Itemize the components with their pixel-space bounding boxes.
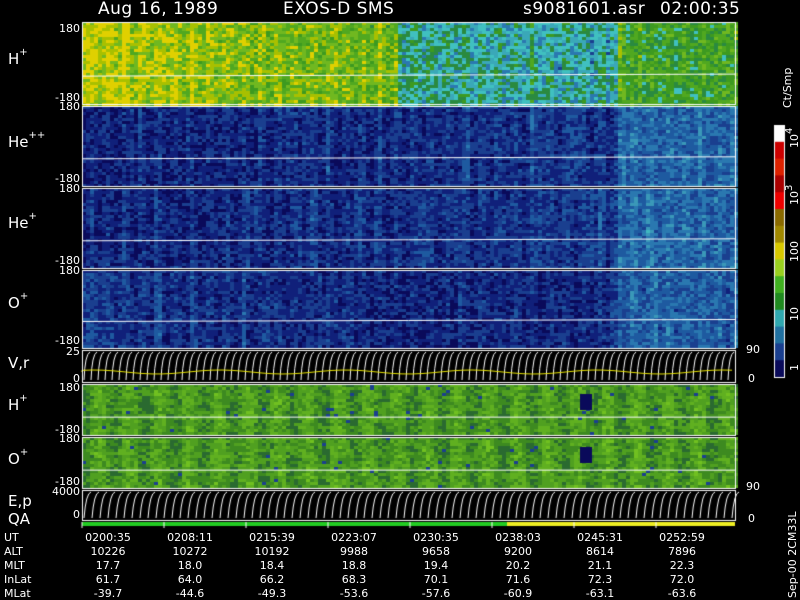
mlt-value: 20.2 [505, 559, 531, 572]
ytick-top: 180 [59, 264, 80, 277]
colorbar-tick: 100 [788, 241, 800, 262]
ytick-top: 4000 [52, 485, 80, 498]
mlt-value: 18.8 [341, 559, 367, 572]
right-tick-bottom: 0 [748, 512, 755, 525]
mlt-value: 18.0 [177, 559, 203, 572]
mlat-value: -60.9 [503, 587, 533, 600]
row-label: UT [4, 531, 19, 544]
inlat-value: 72.3 [587, 573, 613, 586]
ytick-top: 180 [59, 22, 80, 35]
alt-value: 9658 [422, 545, 450, 558]
inlat-value: 68.3 [341, 573, 367, 586]
ytick-top: 180 [59, 432, 80, 445]
alt-value: 7896 [668, 545, 696, 558]
ytick-bottom: -180 [55, 334, 80, 347]
mlat-value: -57.6 [421, 587, 451, 600]
table-row: InLat 61.7 64.0 66.2 68.3 70.1 71.6 72.3… [0, 573, 800, 586]
ytick-bottom: -180 [55, 172, 80, 185]
ytick-top: 180 [59, 381, 80, 394]
alt-value: 8614 [586, 545, 614, 558]
ut-value: 0230:35 [413, 531, 459, 544]
ut-value: 0223:07 [331, 531, 377, 544]
ytick-top: 25 [66, 345, 80, 358]
ytick-bottom: -180 [55, 423, 80, 436]
colorbar-tick: 1 [788, 364, 800, 371]
ytick-top: 180 [59, 182, 80, 195]
table-row: ALT 10226 10272 10192 9988 9658 9200 861… [0, 545, 800, 558]
mlat-value: -63.6 [667, 587, 697, 600]
alt-value: 9200 [504, 545, 532, 558]
alt-value: 10192 [254, 545, 290, 558]
inlat-value: 70.1 [423, 573, 449, 586]
panel-label-o-plus: O+ [8, 291, 29, 312]
panel-label-vr: V,r [8, 354, 30, 372]
alt-value: 10226 [90, 545, 126, 558]
ytick-bottom: 0 [73, 372, 80, 385]
panel-label-h-plus-low: H+ [8, 393, 28, 414]
colorbar-unit: Ct/Smp [781, 67, 794, 108]
inlat-value: 71.6 [505, 573, 531, 586]
mlat-value: -63.1 [585, 587, 615, 600]
ut-value: 0208:11 [167, 531, 213, 544]
mlt-value: 21.1 [587, 559, 613, 572]
right-tick-top: 90 [746, 343, 760, 356]
mlat-value: -53.6 [339, 587, 369, 600]
ut-value: 0238:03 [495, 531, 541, 544]
row-label: MLT [4, 559, 25, 572]
alt-value: 10272 [172, 545, 208, 558]
panel-label-qa: QA [8, 510, 31, 528]
ut-value: 0215:39 [249, 531, 295, 544]
right-tick-top: 90 [746, 480, 760, 493]
ytick-bottom: -180 [55, 254, 80, 267]
ut-value: 0200:35 [85, 531, 131, 544]
panel-label-he-plus-plus: He++ [8, 130, 46, 151]
table-row: MLT 17.7 18.0 18.4 18.8 19.4 20.2 21.1 2… [0, 559, 800, 572]
inlat-value: 66.2 [259, 573, 285, 586]
mlt-value: 19.4 [423, 559, 449, 572]
file-name: s9081601.asr [523, 0, 646, 19]
panel-label-h-plus: H+ [8, 47, 28, 68]
ytick-bottom: 0 [73, 508, 80, 521]
date-title: Aug 16, 1989 [98, 0, 219, 19]
inlat-value: 72.0 [669, 573, 695, 586]
row-label: MLat [4, 587, 31, 600]
table-row: MLat -39.7 -44.6 -49.3 -53.6 -57.6 -60.9… [0, 587, 800, 600]
mlt-value: 22.3 [669, 559, 695, 572]
ut-value: 0252:59 [659, 531, 705, 544]
row-label: InLat [4, 573, 32, 586]
inlat-value: 64.0 [177, 573, 203, 586]
panel-label-he-plus: He+ [8, 211, 37, 232]
mlat-value: -49.3 [257, 587, 287, 600]
row-label: ALT [4, 545, 23, 558]
ut-value: 0245:31 [577, 531, 623, 544]
mlat-value: -39.7 [93, 587, 123, 600]
header-time: 02:00:35 [660, 0, 741, 19]
panel-label-ep: E,p [8, 492, 32, 510]
inlat-value: 61.7 [95, 573, 121, 586]
table-row: UT 0200:35 0208:11 0215:39 0223:07 0230:… [0, 531, 800, 544]
alt-value: 9988 [340, 545, 368, 558]
ytick-top: 180 [59, 100, 80, 113]
instrument-title: EXOS-D SMS [283, 0, 395, 19]
right-tick-bottom: 0 [748, 372, 755, 385]
colorbar-tick: 10 [788, 307, 800, 321]
ytick-bottom: -180 [55, 475, 80, 488]
mlt-value: 17.7 [95, 559, 121, 572]
mlat-value: -44.6 [175, 587, 205, 600]
mlt-value: 18.4 [259, 559, 285, 572]
colorbar-tick: 103 [784, 184, 800, 205]
panel-label-o-plus-low: O+ [8, 447, 29, 468]
ytick-bottom: -180 [55, 91, 80, 104]
colorbar-tick: 104 [784, 127, 800, 148]
